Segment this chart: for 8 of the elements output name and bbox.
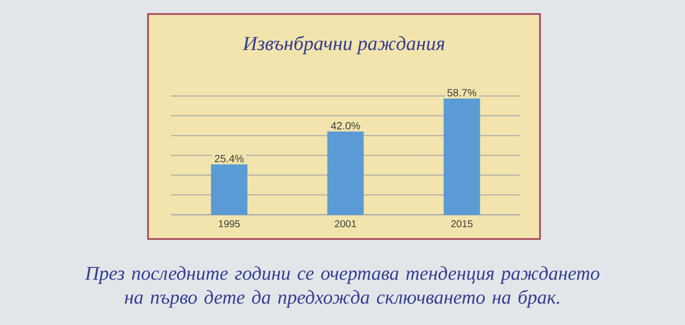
data-label: 58.7%: [447, 88, 476, 96]
x-tick-label: 1995: [218, 220, 240, 228]
x-tick-label: 2001: [334, 220, 356, 228]
data-label: 42.0%: [330, 122, 360, 130]
x-tick-label: 2015: [451, 220, 473, 228]
chart-title: Извънбрачни раждания: [242, 36, 444, 54]
text: През последните години се очертава тенденция раждането на първо дете да предхожда сключването на брак.: [84, 266, 600, 308]
data-label: 25.4%: [214, 154, 244, 162]
